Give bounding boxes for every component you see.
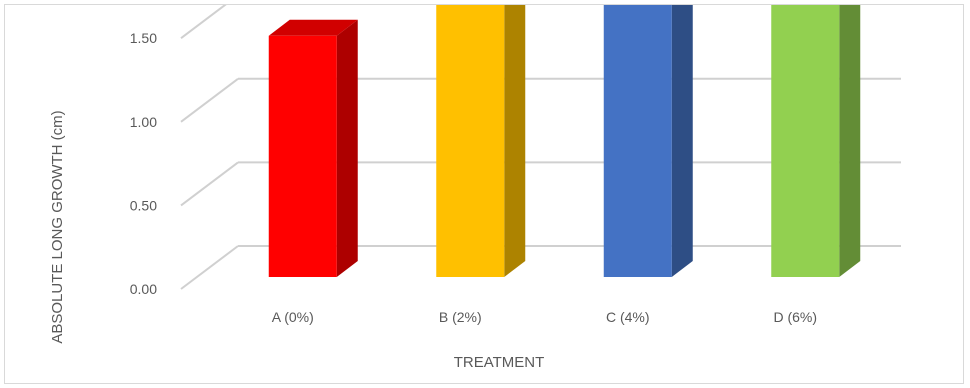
x-tick-label: D (6%) [773, 309, 817, 325]
x-tick-label: B (2%) [439, 309, 482, 325]
gridline-diagonal [180, 5, 227, 39]
bar [436, 5, 526, 277]
bars [268, 5, 861, 278]
bar-top [268, 19, 358, 36]
bar-side [336, 19, 358, 278]
chart-frame: 0.000.501.001.502.002.50 A (0%)B (2%)C (… [4, 4, 964, 384]
bar-side [504, 5, 526, 277]
bar-front [436, 5, 505, 277]
bar-side [671, 5, 693, 277]
bar-front [268, 35, 337, 277]
x-category-labels: A (0%) B (2%) C (4%) D (6%) [272, 309, 817, 325]
x-tick-label: A (0%) [272, 309, 314, 325]
bar [603, 5, 693, 277]
gridline-diagonal [180, 161, 239, 207]
bar-side [839, 5, 861, 277]
y-tick-labels: 0.000.501.001.502.002.50 [130, 30, 157, 297]
y-tick-label: 0.50 [130, 197, 157, 213]
bar [771, 5, 861, 278]
x-tick-label: C (4%) [606, 309, 650, 325]
y-axis-title: ABSOLUTE LONG GROWTH (cm) [49, 110, 66, 343]
gridline-diagonal [180, 245, 239, 290]
y-tick-label: 0.00 [130, 281, 157, 297]
bar [268, 19, 358, 278]
bar-chart: 0.000.501.001.502.002.50 A (0%)B (2%)C (… [49, 5, 901, 371]
gridline-diagonal [180, 78, 239, 123]
y-tick-label: 1.00 [130, 114, 157, 130]
bar-front [603, 5, 672, 277]
x-axis-title: TREATMENT [454, 354, 545, 371]
bar-front [771, 5, 840, 278]
y-tick-label: 1.50 [130, 30, 157, 46]
